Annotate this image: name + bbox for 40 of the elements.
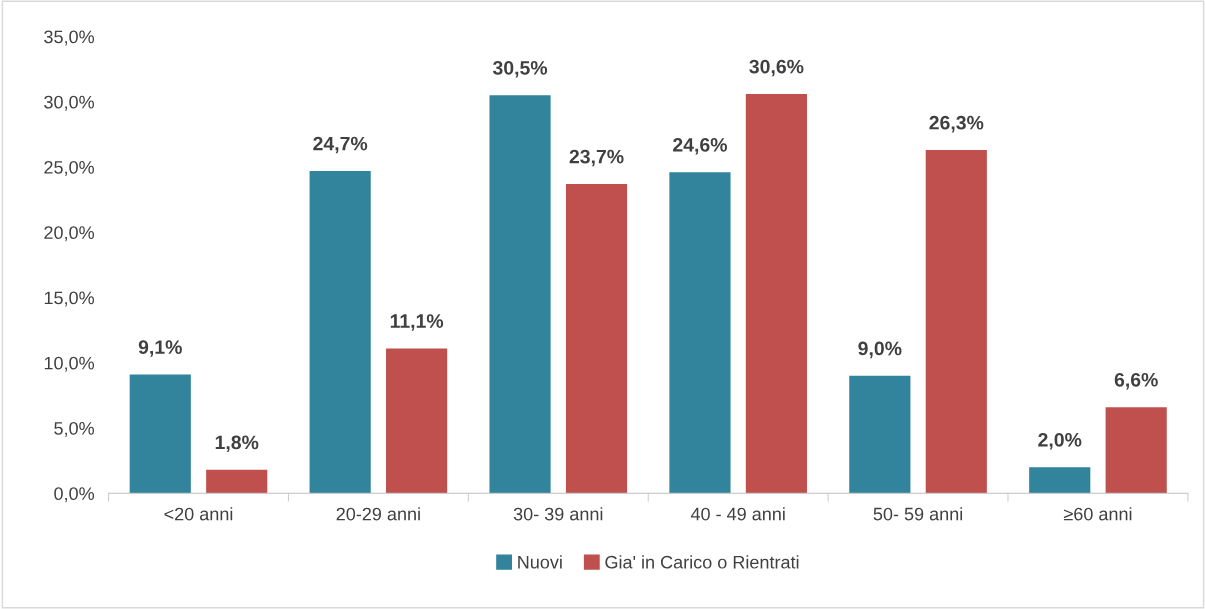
bar bbox=[925, 150, 987, 494]
bar bbox=[206, 469, 268, 494]
data-label: 30,5% bbox=[492, 60, 548, 78]
x-tick-label: ≥60 anni bbox=[1063, 507, 1132, 521]
y-tick-label: 25,0% bbox=[44, 160, 95, 176]
bar bbox=[849, 375, 911, 494]
bar bbox=[309, 170, 371, 494]
bar bbox=[1029, 467, 1091, 494]
bar bbox=[565, 184, 628, 494]
data-label: 9,1% bbox=[138, 340, 182, 357]
x-tick-label: 20-29 anni bbox=[336, 507, 420, 521]
data-label: 30,6% bbox=[749, 59, 804, 77]
legend-label: Nuovi bbox=[518, 555, 562, 569]
data-label: 24,6% bbox=[673, 137, 727, 155]
bar bbox=[489, 95, 551, 494]
legend-label: Gia' in Carico o Rientrati bbox=[605, 555, 799, 569]
y-tick-label: 15,0% bbox=[44, 291, 95, 307]
y-tick-label: 0,0% bbox=[54, 487, 95, 503]
data-label: 24,7% bbox=[313, 136, 368, 154]
y-tick-label: 10,0% bbox=[44, 356, 95, 372]
data-label: 9,0% bbox=[858, 341, 902, 359]
y-tick-label: 30,0% bbox=[44, 95, 95, 111]
bar bbox=[386, 348, 448, 494]
y-tick-label: 20,0% bbox=[44, 226, 95, 242]
data-label: 23,7% bbox=[569, 149, 624, 167]
x-tick-label: 30- 39 anni bbox=[513, 507, 603, 521]
bar bbox=[745, 93, 807, 494]
bar bbox=[1105, 407, 1167, 494]
x-tick-label: <20 anni bbox=[164, 507, 233, 521]
bar bbox=[129, 374, 191, 494]
data-label: 2,0% bbox=[1038, 432, 1082, 450]
data-label: 6,6% bbox=[1114, 372, 1158, 390]
x-tick-label: 40 - 49 anni bbox=[690, 507, 785, 521]
y-tick-label: 5,0% bbox=[54, 421, 95, 437]
data-label: 1,8% bbox=[215, 435, 259, 453]
data-label: 26,3% bbox=[929, 115, 984, 133]
data-label: 11,1% bbox=[390, 314, 444, 331]
x-tick-label: 50- 59 anni bbox=[873, 507, 963, 521]
y-tick-label: 35,0% bbox=[44, 30, 95, 46]
bar bbox=[669, 172, 731, 494]
